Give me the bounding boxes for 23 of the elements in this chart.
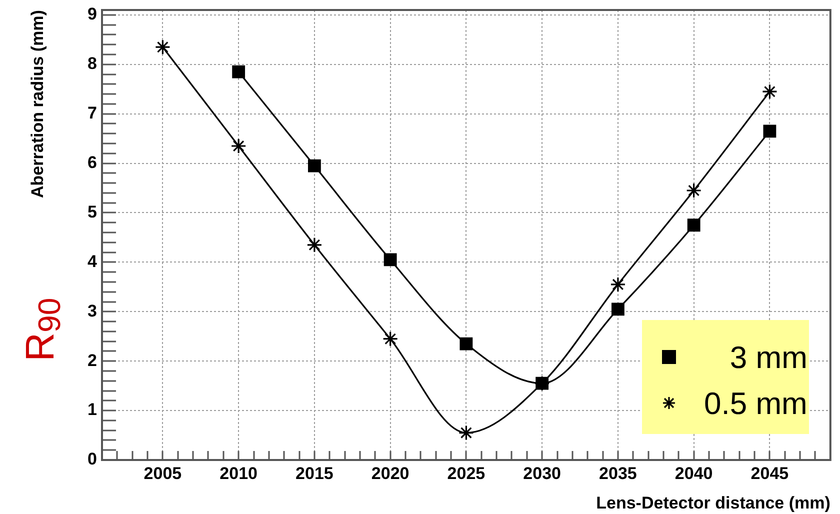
x-tick-label: 2025 (447, 464, 486, 483)
y-tick-label: 5 (88, 202, 97, 222)
x-tick-label: 2040 (674, 464, 713, 483)
y-tick-label: 0 (88, 450, 97, 469)
x-tick-label: 2035 (599, 464, 637, 483)
x-tick-label: 2010 (220, 464, 258, 483)
y-tick-label: 3 (88, 301, 97, 320)
x-tick-label: 2045 (750, 464, 789, 483)
y-tick-label: 6 (88, 152, 97, 172)
y-tick-label: 8 (88, 54, 97, 74)
x-tick-label: 2020 (371, 464, 410, 483)
x-axis-title: Lens-Detector distance (mm) (596, 493, 830, 512)
legend-label: 0.5 mm (704, 386, 808, 420)
y-tick-label: 1 (88, 400, 97, 420)
legend-label: 3 mm (730, 340, 808, 374)
y-tick-label: 4 (88, 252, 98, 271)
y-tick-label: 2 (88, 350, 97, 370)
x-tick-label: 2015 (296, 464, 334, 483)
x-tick-label: 2030 (523, 464, 561, 483)
y-tick-label: 9 (88, 4, 97, 24)
y-tick-label: 7 (88, 104, 97, 123)
x-tick-label: 2005 (144, 464, 182, 483)
y-axis-title: Aberration radius (mm) (28, 10, 47, 198)
